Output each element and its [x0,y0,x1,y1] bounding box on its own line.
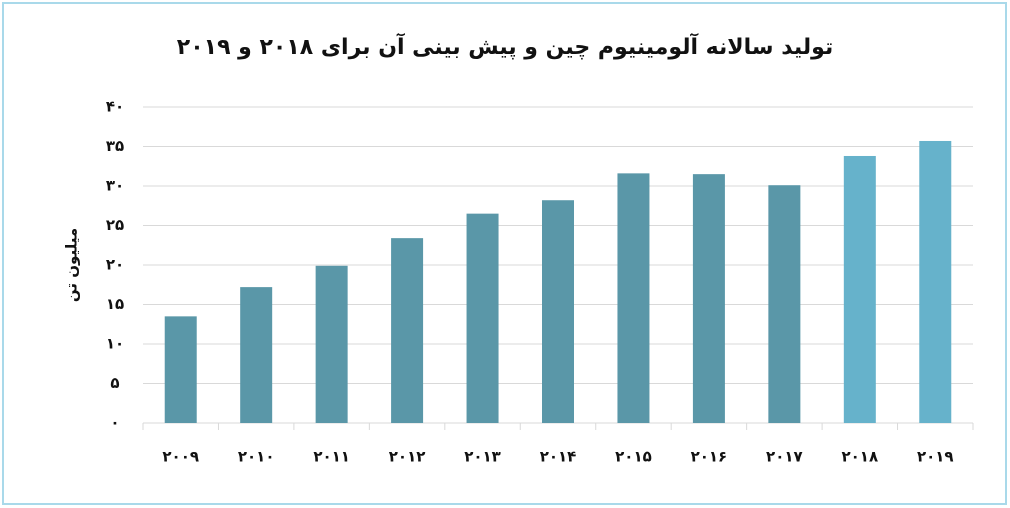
bar [542,200,574,423]
bar [391,238,424,423]
x-tick-label: ۲۰۱۲ [389,448,426,466]
y-tick-label: ۲۵ [106,216,124,234]
bar [768,185,801,423]
x-tick-label: ۲۰۰۹ [162,448,199,466]
y-tick-label: ۱۵ [106,295,124,313]
bar [692,174,725,423]
y-tick-label: ۴۰ [106,98,124,116]
bar [919,140,952,423]
x-tick-label: ۲۰۱۷ [766,448,803,466]
y-tick-label: ۲۰ [106,256,124,274]
bar [617,173,650,423]
y-tick-label: ۱۰ [106,335,124,353]
x-tick-label: ۲۰۱۰ [238,448,275,466]
x-tick-label: ۲۰۱۱ [313,448,350,466]
y-tick-label: ۳۵ [106,137,124,155]
bar [843,155,876,424]
x-tick-label: ۲۰۱۶ [691,448,728,466]
chart-title: تولید سالانه آلومینیوم چین و پیش بینی آن… [177,32,833,60]
x-tick-label: ۲۰۱۸ [842,448,879,466]
bar [240,287,273,423]
y-axis-label: میلیون تن [63,228,81,302]
bar [315,265,348,423]
bar [466,213,499,423]
x-tick-label: ۲۰۱۹ [917,448,954,466]
x-tick-label: ۲۰۱۳ [464,448,501,466]
y-tick-label: ۰ [110,414,119,432]
x-tick-label: ۲۰۱۵ [615,448,652,466]
bar [164,316,197,423]
y-tick-label: ۳۰ [106,177,124,195]
y-tick-label: ۵ [110,374,119,392]
x-tick-label: ۲۰۱۴ [540,448,577,466]
